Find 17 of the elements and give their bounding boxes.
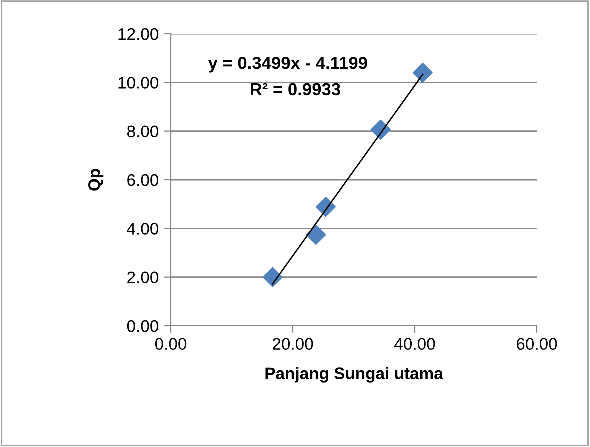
y-tick-label: 0.00: [127, 320, 159, 332]
y-tick-label: 10.00: [118, 77, 159, 89]
point: [306, 224, 326, 246]
annotation: R² = 0.9933: [251, 83, 340, 96]
y-tick-label: 4.00: [127, 223, 159, 235]
y-tick-label: 12.00: [118, 28, 159, 40]
x-tick-label: 60.00: [516, 338, 558, 350]
x-tick-label: 40.00: [394, 338, 436, 350]
x-tick-label: 20.00: [272, 338, 314, 350]
y-tick-label: 8.00: [127, 126, 159, 138]
point: [412, 62, 433, 83]
y-axis-title: Qp: [88, 169, 104, 191]
y-tick-label: 6.00: [128, 174, 159, 186]
y-tick-label: 2.00: [128, 272, 159, 284]
annotation: y = 0.3499x - 4.1199: [208, 57, 368, 73]
x-axis-title: Panjang Sungai utama: [266, 367, 444, 383]
x-tick-label: 0.00: [155, 338, 187, 350]
